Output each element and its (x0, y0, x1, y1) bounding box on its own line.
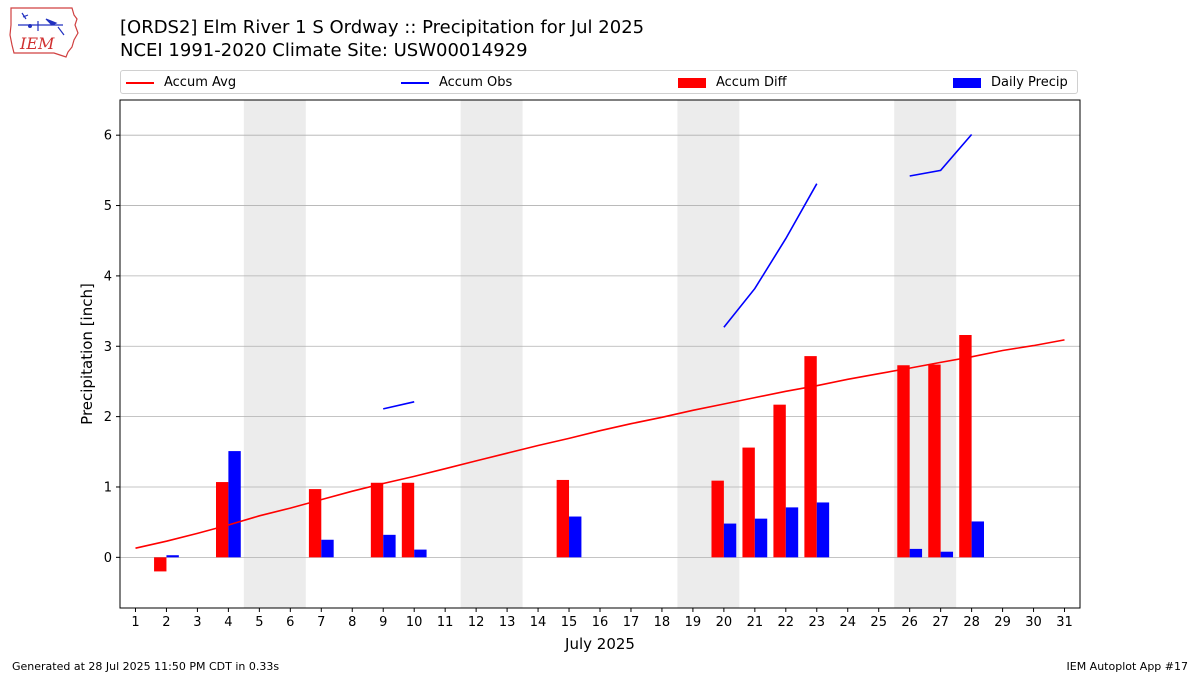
series-lines (135, 133, 1065, 549)
x-tick-label: 3 (193, 615, 201, 630)
daily-precip-bar (754, 518, 768, 558)
accum-diff-bar (928, 364, 941, 558)
x-tick-label: 7 (317, 615, 325, 630)
x-tick-label: 4 (224, 615, 232, 630)
x-tick-label: 23 (809, 615, 826, 630)
daily-precip-bar (383, 534, 396, 558)
x-tick-label: 29 (994, 615, 1011, 630)
daily-precip-bar (321, 539, 334, 558)
daily-precip-bar (971, 521, 984, 558)
weekend-band (677, 100, 740, 608)
legend-swatch-accum-avg (126, 81, 154, 84)
accum-diff-bar (959, 335, 972, 558)
accum-diff-bar (556, 479, 570, 558)
accum-diff-bar (897, 365, 910, 558)
accum-obs-line (383, 401, 415, 410)
y-tick-label: 2 (104, 410, 112, 425)
weekend-band (460, 100, 523, 608)
x-tick-label: 1 (131, 615, 139, 630)
accum-diff-bar (216, 482, 229, 558)
daily-precip-bar (940, 551, 954, 558)
x-tick-label: 17 (623, 615, 640, 630)
x-tick-label: 10 (406, 615, 423, 630)
legend-item-accum-avg: Accum Avg (126, 74, 236, 92)
accum-diff-bar (742, 447, 755, 558)
logo-text: IEM (19, 34, 55, 53)
y-tick-label: 3 (104, 340, 112, 355)
daily-precip-bar (816, 502, 830, 558)
x-tick-label: 21 (747, 615, 764, 630)
y-tick-label: 5 (104, 199, 112, 214)
weekend-band (243, 100, 306, 608)
legend-swatch-accum-obs (401, 81, 429, 84)
accum-avg-line (135, 339, 1065, 549)
daily-precip-bar (909, 548, 923, 558)
chart-subtitle: NCEI 1991-2020 Climate Site: USW00014929 (120, 40, 528, 61)
x-tick-label: 8 (348, 615, 356, 630)
x-tick-label: 27 (932, 615, 949, 630)
daily-precip-bar (723, 523, 737, 558)
legend-item-daily-precip: Daily Precip (953, 74, 1068, 92)
accum-obs-line (723, 183, 818, 328)
accum-diff-bar (370, 482, 384, 558)
y-tick-label: 0 (104, 551, 112, 566)
x-tick-label: 25 (870, 615, 887, 630)
accum-diff-bar (804, 356, 817, 558)
accum-obs-line (909, 133, 973, 177)
x-tick-label: 19 (685, 615, 702, 630)
x-tick-label: 13 (499, 615, 516, 630)
legend-item-accum-obs: Accum Obs (401, 74, 512, 92)
daily-precip-bar (569, 516, 582, 558)
x-tick-label: 31 (1056, 615, 1073, 630)
x-tick-label: 5 (255, 615, 263, 630)
iem-logo: IEM (8, 5, 80, 59)
daily-precip-bar (166, 555, 179, 558)
grid-lines (120, 134, 1080, 558)
legend-label-accum-obs: Accum Obs (439, 75, 513, 90)
bars (154, 335, 984, 572)
x-tick-label: 14 (530, 615, 547, 630)
legend-label-accum-avg: Accum Avg (164, 75, 237, 90)
x-tick-label: 16 (592, 615, 609, 630)
accum-diff-bar (154, 557, 167, 572)
x-tick-label: 12 (468, 615, 485, 630)
x-axis-label: July 2025 (564, 635, 635, 653)
y-tick-label: 4 (104, 269, 112, 284)
weekend-bands (243, 100, 957, 608)
legend-item-accum-diff: Accum Diff (678, 74, 787, 92)
x-tick-label: 9 (379, 615, 387, 630)
legend-swatch-accum-diff (678, 77, 706, 88)
x-tick-label: 11 (437, 615, 454, 630)
y-axis-label: Precipitation [inch] (78, 283, 96, 425)
x-tick-label: 24 (839, 615, 856, 630)
accum-diff-bar (308, 489, 322, 558)
accum-diff-bar (773, 404, 786, 558)
legend-label-accum-diff: Accum Diff (716, 75, 787, 90)
daily-precip-bar (785, 507, 799, 558)
x-tick-label: 20 (716, 615, 733, 630)
legend: Accum Avg Accum Obs Accum Diff Daily Pre… (120, 70, 1078, 94)
x-tick-label: 22 (778, 615, 795, 630)
accum-diff-bar (401, 482, 415, 558)
legend-label-daily-precip: Daily Precip (991, 75, 1068, 90)
x-tick-label: 6 (286, 615, 294, 630)
y-tick-label: 6 (104, 129, 112, 144)
x-tick-label: 30 (1025, 615, 1042, 630)
app-note: IEM Autoplot App #17 (1066, 660, 1189, 673)
x-tick-label: 2 (162, 615, 170, 630)
chart-title: [ORDS2] Elm River 1 S Ordway :: Precipit… (120, 17, 645, 38)
x-tick-label: 28 (963, 615, 980, 630)
accum-diff-bar (711, 480, 724, 558)
daily-precip-bar (414, 549, 427, 558)
daily-precip-bar (228, 451, 241, 558)
legend-swatch-daily-precip (953, 77, 981, 88)
generated-note: Generated at 28 Jul 2025 11:50 PM CDT in… (12, 660, 280, 673)
x-tick-label: 18 (654, 615, 671, 630)
y-tick-label: 1 (104, 480, 112, 495)
x-tick-label: 26 (901, 615, 918, 630)
x-tick-label: 15 (561, 615, 578, 630)
